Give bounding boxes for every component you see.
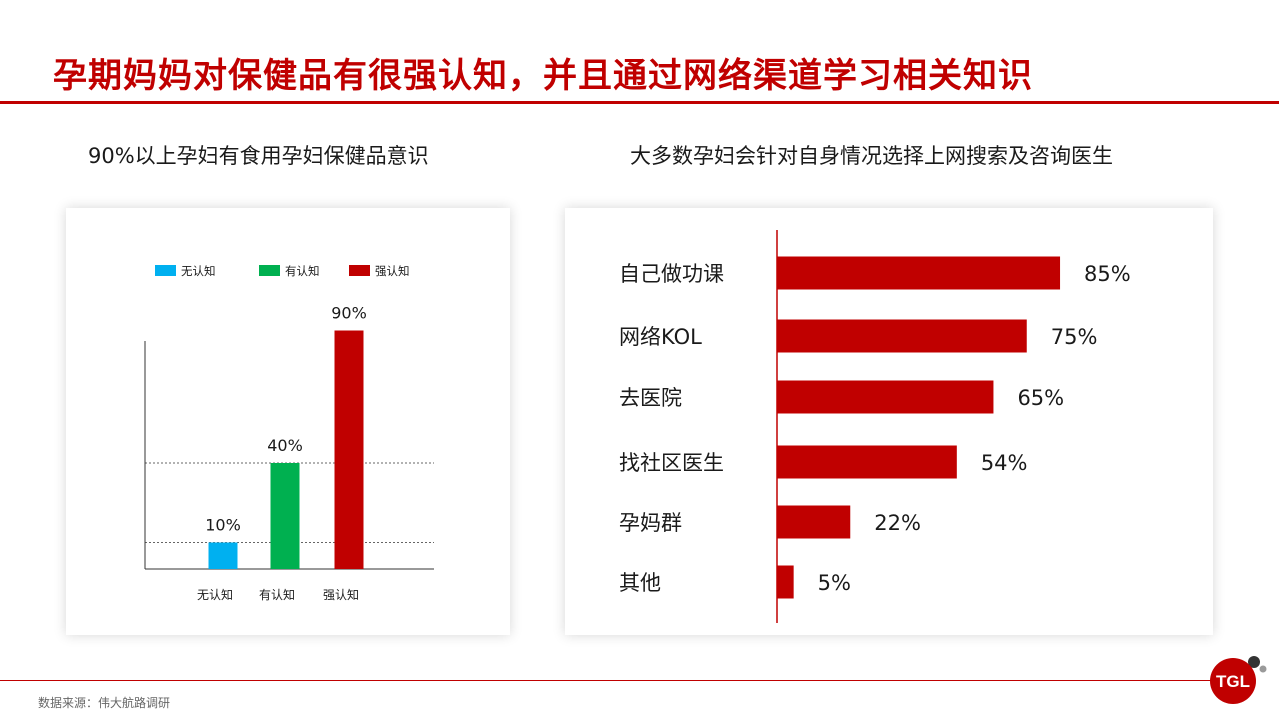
y-tick-label-6: 其他 — [619, 571, 661, 595]
legend-swatch-3 — [349, 265, 370, 276]
x-tick-label-2: 有认知 — [259, 588, 295, 602]
awareness-chart-panel: 10% 40% 90% 无认知 有认知 强认知 无认知 有认知 强认知 — [66, 208, 510, 635]
y-tick-label-1: 自己做功课 — [619, 262, 724, 286]
logo-dot-light — [1259, 665, 1267, 673]
footer-divider — [0, 680, 1218, 681]
bar-1 — [777, 256, 1061, 290]
channels-bar-chart: 自己做功课 85% 网络KOL 75% 去医院 65% 找社区医生 54% 孕妈群 22% 其他 5% — [619, 230, 1131, 623]
data-label-1: 85% — [1084, 262, 1131, 286]
page-title: 孕期妈妈对保健品有很强认知，并且通过网络渠道学习相关知识 — [53, 56, 1033, 96]
logo-circle — [1210, 658, 1256, 704]
y-tick-label-5: 孕妈群 — [619, 511, 682, 535]
tgl-logo: TGL — [1206, 652, 1270, 706]
legend-label-1: 无认知 — [181, 264, 216, 278]
y-tick-label-4: 找社区医生 — [619, 451, 724, 475]
legend-swatch-2 — [259, 265, 280, 276]
data-label-4: 54% — [981, 451, 1028, 475]
data-label-5: 22% — [874, 511, 921, 535]
logo-text: TGL — [1216, 672, 1250, 691]
legend-swatch-1 — [155, 265, 176, 276]
data-label-6: 5% — [818, 571, 851, 595]
data-label-2: 75% — [1051, 325, 1098, 349]
bar-2 — [777, 319, 1027, 353]
bar-6 — [777, 565, 794, 599]
data-label-3: 65% — [1017, 386, 1064, 410]
bar-5 — [777, 505, 851, 539]
bar-3 — [777, 380, 994, 414]
x-tick-label-1: 无认知 — [197, 588, 233, 602]
title-divider — [0, 101, 1279, 104]
y-tick-label-3: 去医院 — [619, 386, 682, 410]
data-label-2: 40% — [267, 436, 303, 455]
right-chart-title: 大多数孕妇会针对自身情况选择上网搜索及咨询医生 — [630, 144, 1113, 168]
data-label-1: 10% — [205, 516, 241, 535]
bar-4 — [777, 445, 957, 479]
legend-label-2: 有认知 — [285, 264, 320, 278]
x-tick-label-3: 强认知 — [323, 588, 359, 602]
channels-chart-panel: 自己做功课 85% 网络KOL 75% 去医院 65% 找社区医生 54% 孕妈群 22% 其他 5% — [565, 208, 1213, 635]
logo-dot-dark — [1248, 656, 1260, 668]
legend-label-3: 强认知 — [375, 264, 410, 278]
bar-3 — [334, 330, 364, 569]
bar-1 — [208, 542, 238, 569]
y-tick-label-2: 网络KOL — [619, 325, 702, 349]
data-label-3: 90% — [331, 304, 367, 323]
source-note: 数据来源：伟大航路调研 — [38, 696, 171, 710]
bar-2 — [270, 463, 300, 569]
left-chart-title: 90%以上孕妇有食用孕妇保健品意识 — [88, 144, 429, 168]
